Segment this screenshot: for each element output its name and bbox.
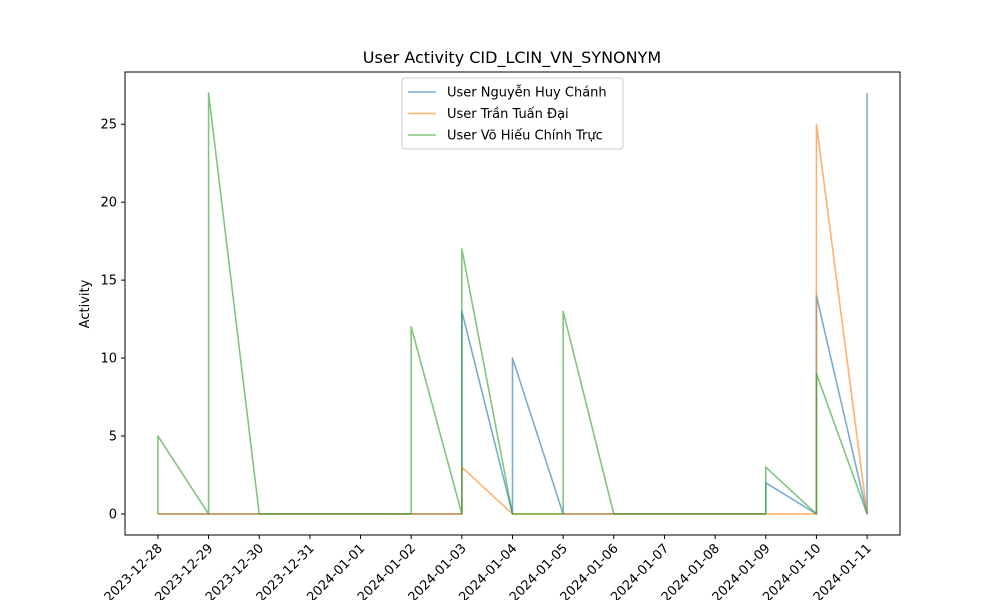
y-tick-label: 25 xyxy=(100,118,117,133)
legend-label-1: User Nguyễn Huy Chánh xyxy=(447,86,607,101)
y-tick-label: 10 xyxy=(100,352,117,367)
y-tick-label: 5 xyxy=(109,430,117,445)
series-line-3 xyxy=(157,92,868,515)
legend: User Nguyễn Huy Chánh User Trần Tuấn Đại U… xyxy=(401,77,624,150)
series-line-1 xyxy=(157,93,868,515)
y-tick-label: 0 xyxy=(109,507,117,522)
chart-title: User Activity CID_LCIN_VN_SYNONYM xyxy=(363,48,661,68)
y-tick-label: 15 xyxy=(100,274,117,289)
legend-box xyxy=(401,77,624,150)
legend-label-3: User Võ Hiếu Chính Trực xyxy=(447,129,603,144)
legend-label-2: User Trần Tuấn Đại xyxy=(447,107,569,122)
x-axis: 2023-12-282023-12-292023-12-302023-12-31… xyxy=(102,535,875,604)
y-axis-label: Activity xyxy=(78,279,93,328)
y-tick-label: 20 xyxy=(100,196,117,211)
y-axis: 0 5 10 15 20 25 xyxy=(100,118,125,522)
series-layer xyxy=(157,92,868,515)
